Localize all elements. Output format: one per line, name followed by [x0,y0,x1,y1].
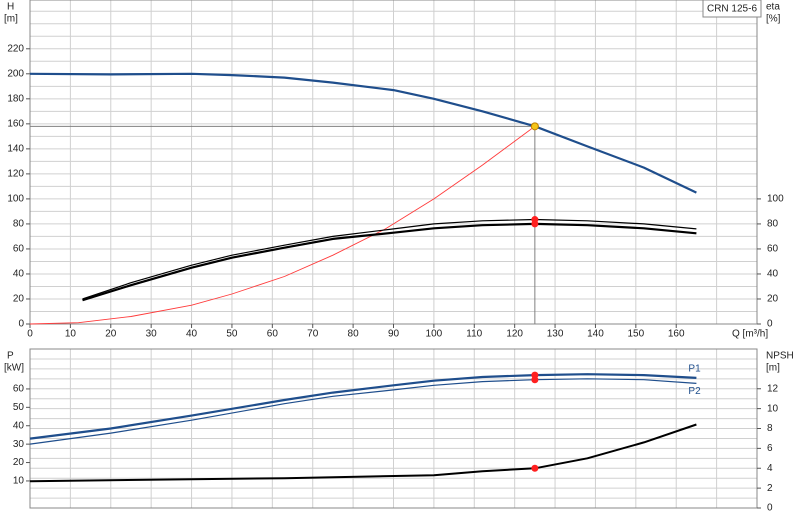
x-tick-label: 90 [388,329,400,340]
y2-tick-label: 10 [767,403,779,414]
y2-tick-label: 60 [767,244,779,255]
y2-tick-label: 100 [767,194,784,205]
x-tick-label: 160 [668,329,685,340]
x-tick-label: 60 [267,329,279,340]
y-axis-label: P [7,351,14,362]
series-label: P1 [688,364,701,375]
operating-point [531,220,539,228]
y-tick-label: 160 [7,118,24,129]
y-tick-label: 120 [7,169,24,180]
y-tick-label: 200 [7,68,24,79]
y-axis-unit: [kW] [4,363,24,374]
x-tick-label: 20 [105,329,117,340]
y2-axis-label: NPSH [766,351,794,362]
x-tick-label: 70 [307,329,319,340]
y2-axis-unit: [%] [766,14,781,25]
y-tick-label: 100 [7,194,24,205]
y-tick-label: 80 [13,219,25,230]
y2-tick-label: 0 [767,319,773,330]
y2-tick-label: 20 [767,294,779,305]
y2-axis-unit: [m] [766,363,780,374]
curve [82,222,697,302]
x-tick-label: 10 [65,329,77,340]
y2-tick-label: 40 [767,269,779,280]
curve [29,423,697,483]
y-axis-unit: [m] [4,14,18,25]
title-box [702,0,762,18]
y-tick-label: 0 [18,319,24,330]
y2-tick-label: 2 [767,483,773,494]
x-tick-label: 100 [426,329,443,340]
operating-point [530,122,539,131]
y-tick-label: 20 [13,294,25,305]
y2-tick-label: 80 [767,219,779,230]
x-tick-label: 0 [27,329,33,340]
operating-point [531,464,539,472]
y-tick-label: 30 [13,439,25,450]
x-tick-label: 150 [627,329,644,340]
y-tick-label: 220 [7,43,24,54]
operating-point [531,376,539,384]
x-tick-label: 130 [547,329,564,340]
curve [29,373,697,440]
y-tick-label: 60 [13,244,25,255]
x-tick-label: 120 [506,329,523,340]
y-axis-label: H [7,2,14,13]
y-tick-label: 10 [13,476,25,487]
y-tick-label: 180 [7,93,24,104]
y2-tick-label: 6 [767,443,773,454]
x-tick-label: 40 [186,329,198,340]
y2-tick-label: 12 [767,383,779,394]
curve [29,72,697,194]
x-tick-label: 50 [226,329,238,340]
y-tick-label: 40 [13,269,25,280]
y-tick-label: 20 [13,457,25,468]
y2-axis-label: eta [766,2,780,13]
x-axis-label: Q [m³/h] [732,329,768,340]
curve [82,218,697,300]
curve [29,125,536,325]
y2-tick-label: 0 [767,503,773,514]
x-tick-label: 30 [146,329,158,340]
x-tick-label: 110 [466,329,482,340]
y-tick-label: 40 [13,420,25,431]
curve [29,378,697,445]
y-tick-label: 60 [13,384,25,395]
chart-title: CRN 125-6 [707,4,757,15]
x-tick-label: 80 [348,329,360,340]
y-tick-label: 140 [7,144,24,155]
y2-tick-label: 4 [767,463,773,474]
y2-tick-label: 8 [767,423,773,434]
y-tick-label: 50 [13,402,25,413]
x-tick-label: 140 [587,329,604,340]
series-label: P2 [688,386,701,397]
